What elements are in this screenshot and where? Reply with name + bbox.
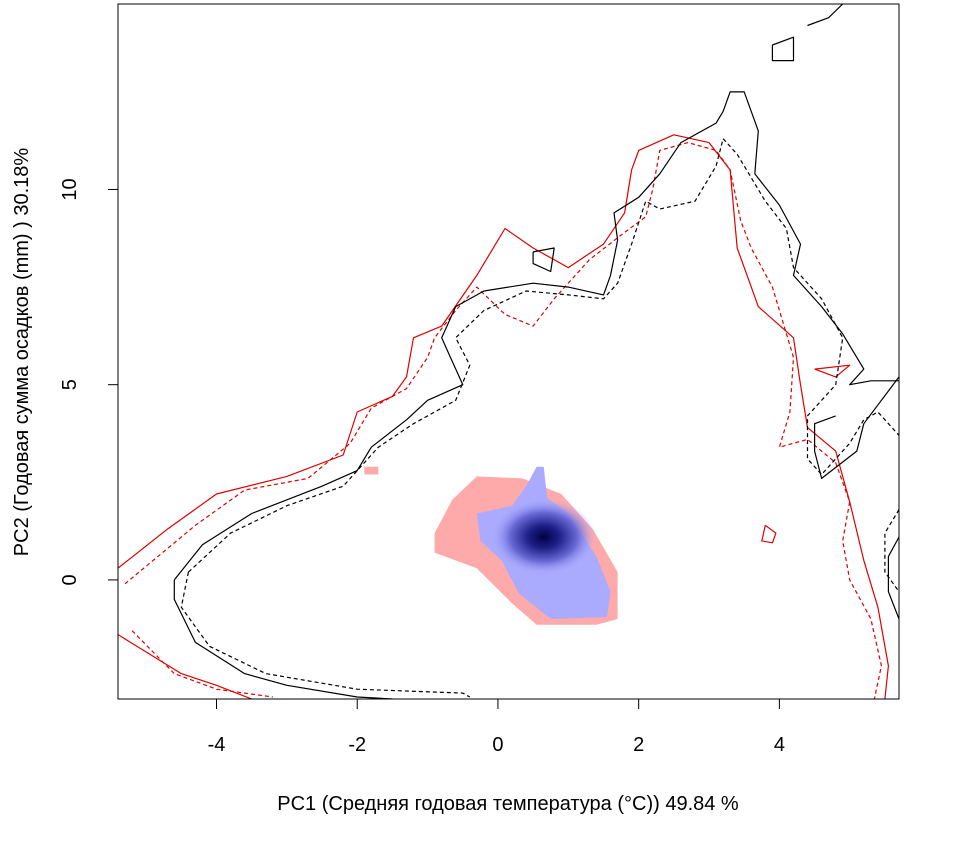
contour-line-4 [131,630,273,698]
contour-lines [118,4,899,699]
density-region-2 [364,466,379,475]
contour-line-1 [118,134,890,699]
x-tick-label: 0 [492,734,503,756]
contour-line-5 [814,364,851,378]
x-tick-label: -2 [348,734,366,756]
y-axis-title: PC2 (Годовая сумма осадков (mm) ) 30.18% [11,148,33,557]
contour-line-15 [180,571,471,698]
contour-line-16 [884,509,899,592]
x-axis: -4 -2 0 2 4 [208,698,785,756]
x-axis-title: PC1 (Средняя годовая температура (°C)) 4… [277,793,739,815]
contour-line-11 [771,36,795,62]
density-peak [491,498,596,575]
density-regions [364,466,618,625]
contour-line-12 [807,4,844,27]
contour-line-7 [173,91,899,581]
y-tick-label: 5 [59,379,81,390]
y-axis: 0 5 10 [59,178,119,585]
x-tick-label: -4 [208,734,226,756]
x-tick-label: 4 [774,734,785,756]
contour-line-2 [118,634,252,699]
contour-line-9 [887,536,899,620]
y-tick-label: 0 [59,574,81,585]
contour-line-10 [532,247,555,273]
contour-line-14 [187,138,899,573]
contour-line-8 [173,579,393,699]
y-tick-label: 10 [59,178,81,200]
contour-line-13 [813,376,899,479]
contour-line-6 [761,524,777,544]
x-tick-label: 2 [633,734,644,756]
contour-line-3 [124,142,883,699]
